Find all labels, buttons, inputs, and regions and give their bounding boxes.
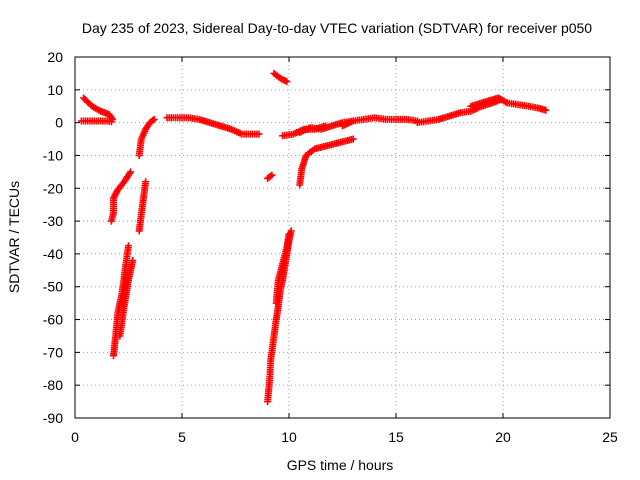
data-point xyxy=(285,230,293,238)
data-point xyxy=(127,168,135,176)
y-tick-label: 0 xyxy=(55,115,63,131)
data-point xyxy=(129,257,137,264)
data-series xyxy=(77,69,550,406)
data-point xyxy=(283,78,291,86)
grid xyxy=(75,57,610,418)
y-tick-label: -40 xyxy=(43,246,63,262)
y-tick-label: -50 xyxy=(43,279,63,295)
data-point xyxy=(149,116,157,124)
y-tick-label: 10 xyxy=(47,82,63,98)
ticks: 0 5 10 15 20 25 20 10 0 -10 -20 -30 -40 -50 -60 -70 -80 -… xyxy=(43,49,618,445)
y-tick-label: -20 xyxy=(43,180,63,196)
y-tick-label: -70 xyxy=(43,344,63,360)
data-point xyxy=(349,135,357,143)
y-tick-label: -90 xyxy=(43,410,63,426)
data-point xyxy=(109,115,116,123)
plot-frame xyxy=(74,56,611,419)
x-tick-label: 5 xyxy=(178,429,186,445)
data-point xyxy=(267,172,274,180)
x-tick-label: 25 xyxy=(602,429,618,445)
y-tick-label: -60 xyxy=(43,312,63,328)
y-tick-label: 20 xyxy=(47,49,63,65)
x-tick-label: 20 xyxy=(495,429,511,445)
data-point xyxy=(142,178,150,186)
data-point xyxy=(255,130,263,138)
y-axis-title: SDTVAR / TECUs xyxy=(6,181,22,293)
y-tick-label: -30 xyxy=(43,213,63,229)
y-tick-label: -10 xyxy=(43,147,63,163)
y-tick-label: -80 xyxy=(43,377,63,393)
x-axis-title: GPS time / hours xyxy=(287,457,394,473)
data-point xyxy=(150,115,158,123)
data-point xyxy=(125,242,132,250)
data-point xyxy=(542,106,550,114)
x-tick-label: 0 xyxy=(71,429,79,445)
x-tick-label: 15 xyxy=(388,429,404,445)
chart-title: Day 235 of 2023, Sidereal Day-to-day VTE… xyxy=(82,20,592,36)
data-point xyxy=(268,171,276,179)
x-tick-label: 10 xyxy=(281,429,297,445)
